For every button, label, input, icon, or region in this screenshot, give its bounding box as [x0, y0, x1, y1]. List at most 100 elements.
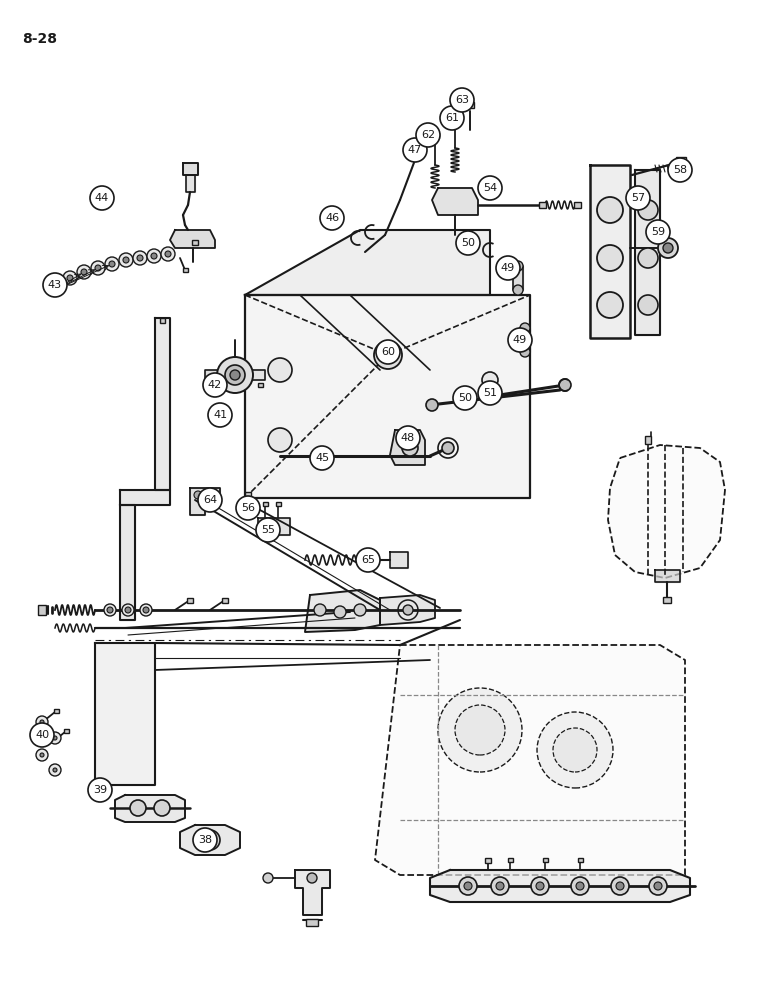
Circle shape	[209, 491, 217, 499]
Polygon shape	[170, 230, 215, 248]
Circle shape	[597, 197, 623, 223]
Circle shape	[49, 732, 61, 744]
Text: 46: 46	[325, 213, 339, 223]
Polygon shape	[430, 870, 690, 902]
Text: 58: 58	[673, 165, 687, 175]
Circle shape	[77, 265, 91, 279]
Text: 44: 44	[95, 193, 109, 203]
Circle shape	[638, 248, 658, 268]
Circle shape	[320, 206, 344, 230]
Circle shape	[268, 428, 292, 452]
Circle shape	[137, 255, 143, 261]
Circle shape	[455, 705, 505, 755]
FancyBboxPatch shape	[466, 102, 474, 108]
Circle shape	[482, 372, 498, 388]
Circle shape	[649, 877, 667, 895]
Circle shape	[553, 728, 597, 772]
Polygon shape	[375, 645, 685, 875]
Text: 49: 49	[513, 335, 527, 345]
Circle shape	[105, 257, 119, 271]
Circle shape	[151, 253, 157, 259]
Circle shape	[307, 873, 317, 883]
FancyBboxPatch shape	[577, 858, 583, 862]
FancyBboxPatch shape	[275, 502, 281, 506]
Polygon shape	[513, 266, 523, 290]
Circle shape	[49, 764, 61, 776]
Text: 61: 61	[445, 113, 459, 123]
Circle shape	[104, 604, 116, 616]
Circle shape	[119, 253, 133, 267]
Polygon shape	[390, 552, 408, 568]
FancyBboxPatch shape	[676, 156, 686, 163]
Polygon shape	[608, 445, 725, 578]
FancyBboxPatch shape	[63, 729, 69, 733]
Text: 59: 59	[651, 227, 665, 237]
Circle shape	[200, 830, 220, 850]
Circle shape	[193, 828, 217, 852]
Circle shape	[109, 261, 115, 267]
Circle shape	[208, 403, 232, 427]
Circle shape	[496, 882, 504, 890]
Circle shape	[559, 379, 571, 391]
Text: 63: 63	[455, 95, 469, 105]
Circle shape	[268, 358, 292, 382]
Circle shape	[403, 605, 413, 615]
Circle shape	[154, 800, 170, 816]
Text: 40: 40	[35, 730, 49, 740]
Polygon shape	[95, 643, 155, 785]
FancyBboxPatch shape	[257, 383, 263, 387]
Polygon shape	[258, 518, 290, 535]
Circle shape	[107, 607, 113, 613]
Circle shape	[478, 176, 502, 200]
Circle shape	[440, 106, 464, 130]
Circle shape	[508, 328, 532, 352]
Text: 45: 45	[315, 453, 329, 463]
Text: 41: 41	[213, 410, 227, 420]
FancyBboxPatch shape	[187, 597, 193, 602]
Circle shape	[123, 257, 129, 263]
FancyBboxPatch shape	[414, 147, 421, 152]
Circle shape	[381, 348, 395, 362]
Circle shape	[43, 273, 67, 297]
Text: 57: 57	[631, 193, 645, 203]
Circle shape	[147, 249, 161, 263]
Circle shape	[125, 607, 131, 613]
Polygon shape	[205, 370, 218, 380]
Text: 51: 51	[483, 388, 497, 398]
Polygon shape	[190, 488, 220, 515]
Text: 64: 64	[203, 495, 217, 505]
Circle shape	[536, 882, 544, 890]
FancyBboxPatch shape	[645, 436, 651, 444]
Circle shape	[450, 88, 474, 112]
Polygon shape	[180, 825, 240, 855]
Circle shape	[638, 200, 658, 220]
Polygon shape	[520, 328, 530, 352]
Polygon shape	[120, 505, 135, 620]
Polygon shape	[155, 318, 170, 490]
Circle shape	[40, 753, 44, 757]
Circle shape	[513, 285, 523, 295]
Text: 42: 42	[208, 380, 222, 390]
Circle shape	[165, 251, 171, 257]
Polygon shape	[390, 430, 425, 465]
Text: 60: 60	[381, 347, 395, 357]
Text: 47: 47	[408, 145, 422, 155]
Text: 43: 43	[48, 280, 62, 290]
Circle shape	[571, 877, 589, 895]
Circle shape	[63, 271, 77, 285]
Circle shape	[53, 736, 57, 740]
Circle shape	[402, 440, 418, 456]
Polygon shape	[120, 490, 170, 505]
Circle shape	[654, 882, 662, 890]
Polygon shape	[295, 870, 330, 915]
Polygon shape	[635, 170, 660, 335]
Circle shape	[453, 386, 477, 410]
FancyBboxPatch shape	[543, 858, 548, 862]
Text: 38: 38	[198, 835, 212, 845]
Polygon shape	[228, 358, 242, 365]
Circle shape	[67, 275, 73, 281]
FancyBboxPatch shape	[183, 268, 187, 272]
Circle shape	[334, 606, 346, 618]
Circle shape	[203, 373, 227, 397]
Circle shape	[663, 243, 673, 253]
